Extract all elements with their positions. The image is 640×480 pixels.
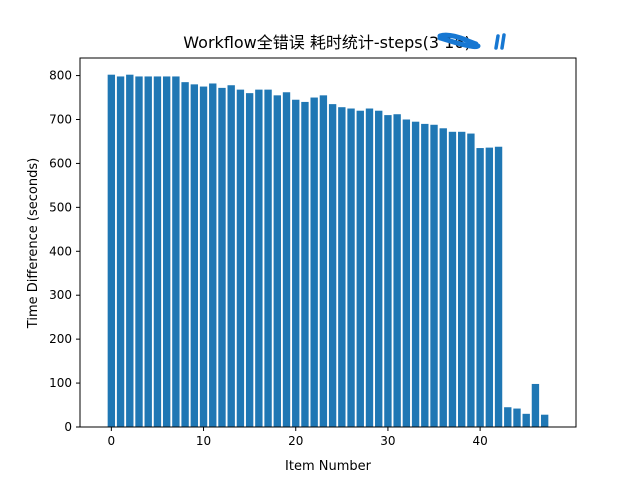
bar-7 — [172, 76, 180, 427]
bar-43 — [504, 407, 512, 427]
bar-0 — [107, 74, 116, 427]
bar-21 — [301, 101, 309, 427]
bar-5 — [153, 76, 162, 427]
bar-17 — [264, 89, 272, 427]
y-axis-label: Time Difference (seconds) — [26, 158, 41, 329]
chart-title: Workflow全错误 耗时统计-steps(3 16) — [183, 33, 470, 52]
bar-44 — [513, 408, 521, 427]
annotation-stroke — [437, 35, 481, 50]
bar-30 — [384, 115, 392, 427]
bar-42 — [494, 146, 503, 427]
bar-13 — [227, 85, 235, 427]
bar-36 — [439, 128, 447, 428]
bar-16 — [255, 89, 263, 427]
bar-33 — [411, 121, 420, 428]
bar-9 — [190, 84, 199, 427]
bar-18 — [273, 95, 281, 427]
y-tick-label: 100 — [49, 376, 72, 390]
bar-19 — [282, 92, 291, 427]
bar-26 — [347, 108, 355, 428]
x-tick-label: 10 — [196, 434, 211, 448]
bar-27 — [356, 110, 364, 427]
bar-45 — [522, 413, 530, 427]
bar-25 — [338, 107, 346, 427]
x-tick-label: 40 — [472, 434, 487, 448]
x-tick-label: 20 — [288, 434, 303, 448]
annotation-stroke — [494, 34, 500, 50]
bar-38 — [457, 131, 466, 428]
bar-46 — [531, 383, 540, 427]
y-tick-label: 200 — [49, 332, 72, 346]
x-tick-label: 30 — [380, 434, 395, 448]
bar-28 — [365, 108, 374, 428]
plot-frame — [79, 57, 577, 428]
y-tick-label: 700 — [49, 113, 72, 127]
y-tick-label: 800 — [49, 69, 72, 83]
y-tick-label: 400 — [49, 244, 72, 258]
bar-6 — [162, 76, 171, 427]
bar-35 — [430, 124, 438, 428]
bar-29 — [375, 110, 383, 427]
bar-8 — [181, 82, 189, 428]
bar-22 — [310, 97, 318, 428]
x-axis-ticks: 0 10 20 30 40 — [108, 427, 488, 448]
bar-15 — [245, 93, 254, 428]
bar-11 — [209, 83, 217, 427]
bar-20 — [292, 99, 300, 427]
annotation-stroke — [437, 32, 479, 47]
bar-32 — [402, 119, 411, 427]
bar-4 — [144, 76, 152, 427]
bar-14 — [236, 89, 245, 427]
bar-34 — [421, 123, 429, 428]
bar-47 — [540, 414, 549, 427]
bar-39 — [467, 133, 475, 428]
bar-1 — [116, 76, 125, 427]
y-axis-ticks: 0 100 200 300 400 500 600 700 800 — [49, 69, 80, 434]
bar-3 — [135, 76, 143, 427]
y-tick-label: 600 — [49, 156, 72, 170]
bars-group — [107, 74, 549, 428]
bar-40 — [476, 148, 484, 427]
annotation-scribble — [437, 32, 506, 50]
bar-41 — [485, 147, 494, 427]
bar-2 — [126, 74, 134, 427]
y-tick-label: 0 — [64, 420, 72, 434]
bar-23 — [319, 95, 328, 427]
x-tick-label: 0 — [108, 434, 116, 448]
bar-10 — [199, 86, 208, 427]
y-tick-label: 500 — [49, 200, 72, 214]
bar-24 — [328, 104, 337, 427]
y-tick-label: 300 — [49, 288, 72, 302]
x-axis-label: Item Number — [285, 459, 372, 474]
bar-37 — [448, 131, 457, 428]
bar-31 — [393, 114, 401, 427]
bar-12 — [218, 87, 226, 427]
annotation-stroke — [500, 33, 506, 50]
